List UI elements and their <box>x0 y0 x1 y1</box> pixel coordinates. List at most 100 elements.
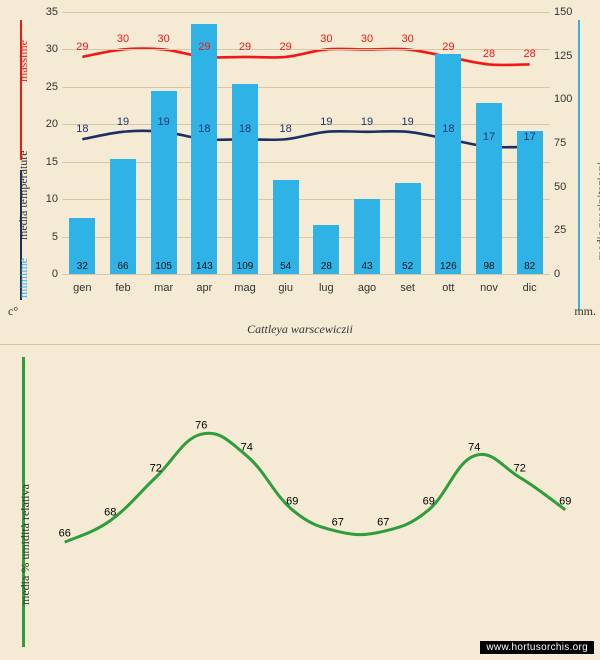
humidity-value: 69 <box>423 495 435 507</box>
humidity-value: 76 <box>195 420 207 432</box>
tmax-value: 29 <box>239 41 251 53</box>
precip-value: 32 <box>77 261 88 272</box>
ytick-right: 75 <box>554 137 566 149</box>
humidity-value: 67 <box>377 517 389 529</box>
tmin-value: 18 <box>198 123 210 135</box>
tmax-value: 30 <box>320 33 332 45</box>
tmin-value: 18 <box>76 123 88 135</box>
tmax-value: 29 <box>76 41 88 53</box>
tmin-value: 19 <box>117 116 129 128</box>
tmax-value: 30 <box>158 33 170 45</box>
tmax-value: 30 <box>361 33 373 45</box>
tmin-value: 17 <box>524 131 536 143</box>
humidity-value: 67 <box>332 517 344 529</box>
top-panel: massime media temperature mimime c° mm. … <box>0 0 600 345</box>
ytick-left: 5 <box>52 231 58 243</box>
tmin-value: 19 <box>402 116 414 128</box>
month-label: nov <box>480 282 498 294</box>
precip-value: 82 <box>524 261 535 272</box>
humidity-value: 74 <box>241 441 253 453</box>
humidity-value: 68 <box>104 506 116 518</box>
precip-value: 52 <box>402 261 413 272</box>
tmin-value: 17 <box>483 131 495 143</box>
humidity-line <box>65 433 566 542</box>
month-label: feb <box>115 282 130 294</box>
grid-line <box>62 12 550 13</box>
tmin-value: 18 <box>442 123 454 135</box>
label-media-umidita: media % umidità relativa <box>18 484 33 605</box>
precip-bar: 126 <box>435 54 461 274</box>
tmin-value: 18 <box>280 123 292 135</box>
label-minime: mimime <box>16 258 31 298</box>
precip-bar: 98 <box>476 103 502 274</box>
humidity-value: 66 <box>59 528 71 540</box>
precip-value: 105 <box>155 261 172 272</box>
humidity-overlay <box>42 363 588 631</box>
ytick-right: 0 <box>554 268 560 280</box>
month-label: lug <box>319 282 334 294</box>
tmin-value: 19 <box>361 116 373 128</box>
precip-value: 43 <box>361 261 372 272</box>
grid-line <box>62 49 550 50</box>
humidity-value: 72 <box>514 463 526 475</box>
tmin-line <box>82 131 529 147</box>
grid-line <box>62 87 550 88</box>
ytick-right: 100 <box>554 93 572 105</box>
tmax-line <box>82 48 529 64</box>
precip-value: 54 <box>280 261 291 272</box>
tmax-value: 30 <box>402 33 414 45</box>
humidity-value: 69 <box>286 495 298 507</box>
label-massime: massime <box>16 40 31 82</box>
month-label: apr <box>196 282 212 294</box>
humidity-value: 74 <box>468 441 480 453</box>
ytick-right: 150 <box>554 6 572 18</box>
precip-color-bar <box>578 20 580 310</box>
precip-value: 28 <box>321 261 332 272</box>
label-c-deg: c° <box>8 304 18 319</box>
ytick-left: 10 <box>46 193 58 205</box>
precip-bar: 66 <box>110 159 136 274</box>
precip-bar: 28 <box>313 225 339 274</box>
ytick-left: 35 <box>46 6 58 18</box>
ytick-left: 25 <box>46 81 58 93</box>
label-media-precip: media precipitazioni <box>594 162 600 260</box>
precip-bar: 54 <box>273 180 299 274</box>
month-label: dic <box>523 282 537 294</box>
tmin-value: 18 <box>239 123 251 135</box>
tmax-value: 29 <box>198 41 210 53</box>
precip-value: 66 <box>117 261 128 272</box>
precip-bar: 32 <box>69 218 95 274</box>
ytick-right: 50 <box>554 181 566 193</box>
month-label: set <box>400 282 415 294</box>
month-label: mar <box>154 282 173 294</box>
tmax-value: 29 <box>442 41 454 53</box>
tmin-value: 19 <box>320 116 332 128</box>
precip-bar: 143 <box>191 24 217 274</box>
precip-value: 98 <box>483 261 494 272</box>
ytick-left: 15 <box>46 156 58 168</box>
label-mm: mm. <box>574 304 596 319</box>
tmax-value: 29 <box>280 41 292 53</box>
month-label: mag <box>234 282 255 294</box>
ytick-left: 20 <box>46 118 58 130</box>
ytick-right: 25 <box>554 224 566 236</box>
tmax-value: 30 <box>117 33 129 45</box>
month-label: gen <box>73 282 91 294</box>
watermark: www.hortusorchis.org <box>480 641 594 654</box>
precip-value: 126 <box>440 261 457 272</box>
grid-line <box>62 274 550 275</box>
month-label: giu <box>278 282 293 294</box>
precip-bar: 43 <box>354 199 380 274</box>
humidity-value: 69 <box>559 495 571 507</box>
ytick-left: 0 <box>52 268 58 280</box>
climate-chart: 05101520253035025507510012515032gen66feb… <box>62 8 550 298</box>
tmin-value: 19 <box>158 116 170 128</box>
species-title: Cattleya warscewiczii <box>0 322 600 337</box>
tmax-value: 28 <box>524 48 536 60</box>
precip-value: 143 <box>196 261 213 272</box>
precip-bar: 109 <box>232 84 258 274</box>
ytick-right: 125 <box>554 50 572 62</box>
label-media-temp: media temperature <box>16 150 31 240</box>
bottom-panel: media % umidità relativa 66 68 72 76 74 69 67 6… <box>0 345 600 660</box>
precip-value: 109 <box>237 261 254 272</box>
